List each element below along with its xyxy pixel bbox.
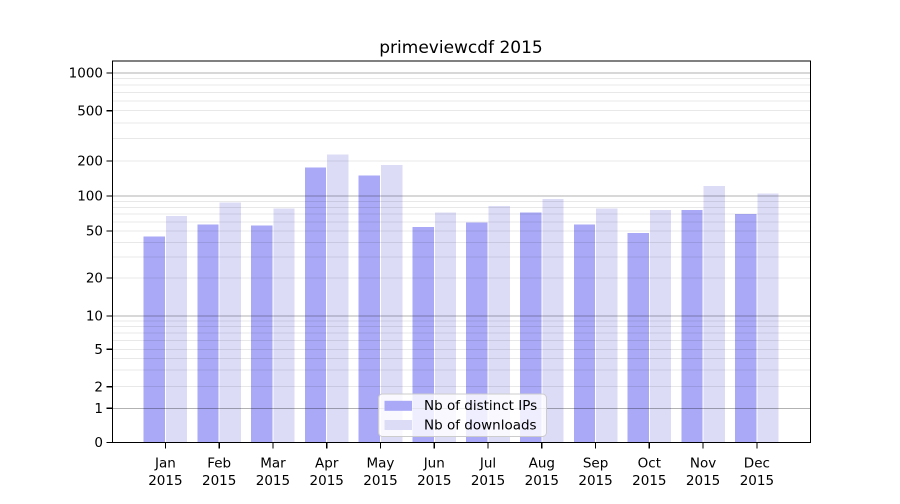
bar-downloads (219, 202, 241, 443)
x-tick-label-month: Oct (638, 456, 661, 472)
bar-distinct-ips (519, 212, 542, 443)
x-tick-label-year: 2015 (202, 473, 236, 489)
y-tick-label: 100 (77, 189, 103, 205)
legend-label-downloads: Nb of downloads (424, 417, 537, 433)
x-tick-label-month: Aug (529, 456, 555, 472)
bar-distinct-ips (735, 214, 757, 443)
x-tick-label-year: 2015 (632, 473, 666, 489)
y-tick-label: 1000 (69, 66, 103, 82)
y-tick-label: 1 (94, 401, 103, 417)
bar-distinct-ips (412, 227, 434, 443)
bar-distinct-ips (681, 209, 703, 443)
bar-downloads (649, 209, 672, 443)
legend-label-distinct-ips: Nb of distinct IPs (424, 398, 537, 414)
x-tick-label-year: 2015 (310, 473, 344, 489)
x-tick-label-year: 2015 (471, 473, 505, 489)
bar-distinct-ips (466, 222, 488, 443)
x-tick-label-year: 2015 (256, 473, 290, 489)
bar-downloads (596, 208, 618, 443)
legend-swatch-distinct-ips (384, 400, 412, 411)
bar-distinct-ips (627, 233, 649, 443)
x-tick-label-year: 2015 (578, 473, 612, 489)
bar-downloads (434, 212, 457, 443)
x-tick-label-year: 2015 (740, 473, 774, 489)
x-tick-label-year: 2015 (417, 473, 451, 489)
x-tick-label-year: 2015 (148, 473, 182, 489)
bar-downloads (488, 206, 510, 443)
bar-downloads (703, 185, 725, 443)
x-tick-label-month: Jun (423, 456, 445, 472)
bar-distinct-ips (304, 167, 327, 443)
y-tick-label: 10 (86, 309, 103, 325)
y-tick-label: 5 (94, 342, 103, 358)
x-tick-label-month: Sep (583, 456, 608, 472)
bar-downloads (327, 154, 349, 443)
legend: Nb of distinct IPs Nb of downloads (378, 393, 547, 437)
x-tick-label-month: May (367, 456, 395, 472)
x-tick-label-month: Feb (207, 456, 231, 472)
bar-distinct-ips (251, 225, 273, 443)
x-tick-label-month: Mar (260, 456, 286, 472)
x-tick-label-month: Jan (154, 456, 176, 472)
bar-downloads (380, 164, 403, 443)
y-tick-label: 0 (94, 435, 103, 451)
chart-title: primeviewcdf 2015 (379, 38, 542, 58)
bar-downloads (273, 208, 295, 443)
y-tick-label: 2 (94, 379, 103, 395)
bar-distinct-ips (143, 236, 165, 443)
y-tick-label: 50 (86, 224, 103, 240)
axes-layer (106, 60, 812, 449)
x-tick-label-month: Apr (315, 456, 339, 472)
legend-swatch-downloads (384, 420, 412, 430)
x-tick-label-month: Dec (744, 456, 770, 472)
bar-distinct-ips (358, 175, 380, 443)
bar-downloads (542, 199, 564, 443)
x-tick-label-year: 2015 (686, 473, 720, 489)
bar-downloads (757, 193, 779, 443)
x-tick-label-month: Jul (479, 456, 496, 472)
plot-border (111, 60, 812, 444)
tick-labels-layer: 01251020501002005001000Jan2015Feb2015Mar… (69, 66, 774, 489)
legend-box (378, 393, 547, 437)
x-tick-label-month: Nov (690, 456, 716, 472)
gridlines-layer (113, 72, 810, 409)
bars-layer (143, 154, 779, 443)
y-tick-label: 20 (86, 271, 103, 287)
bar-downloads (165, 216, 188, 443)
x-tick-label-year: 2015 (363, 473, 397, 489)
bar-distinct-ips (197, 224, 219, 443)
y-tick-label: 200 (77, 154, 103, 170)
x-tick-label-year: 2015 (525, 473, 559, 489)
y-tick-label: 500 (77, 103, 103, 119)
bar-distinct-ips (573, 224, 596, 443)
